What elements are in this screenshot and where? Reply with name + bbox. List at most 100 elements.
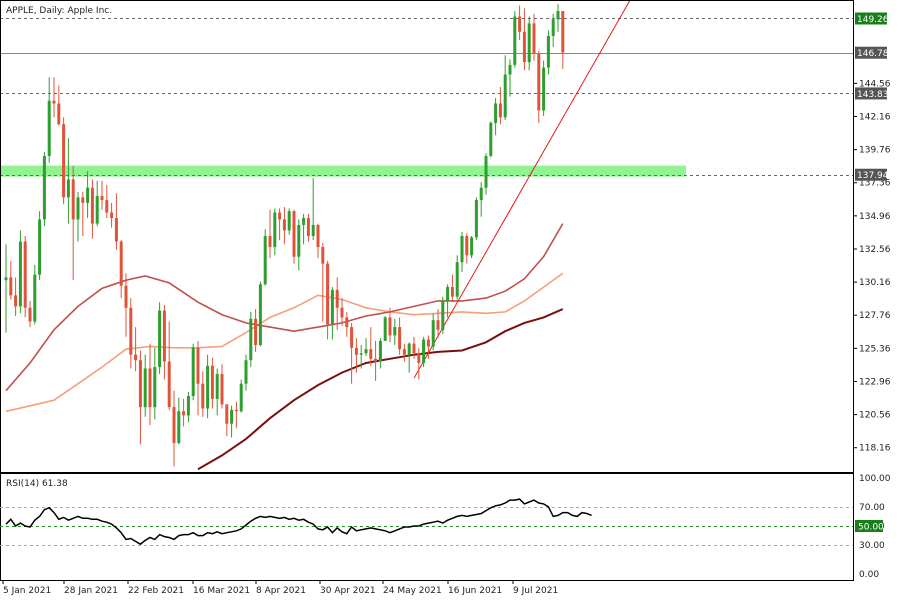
candle (407, 342, 411, 373)
candle (383, 316, 387, 341)
candle-body (292, 211, 296, 257)
candle-body (76, 197, 80, 220)
candle-body (148, 368, 152, 408)
candle-body (273, 212, 277, 248)
price-pane-frame (0, 0, 854, 473)
candle (143, 354, 147, 417)
candle-body (302, 218, 306, 225)
candle (393, 318, 397, 346)
candle (258, 281, 262, 347)
candle (498, 86, 502, 125)
candle (9, 260, 13, 300)
candle (186, 391, 190, 423)
candle-body (9, 277, 13, 296)
candle-body (167, 361, 171, 408)
candle-body (23, 241, 27, 308)
candle-body (340, 307, 344, 318)
candle-body (398, 327, 402, 350)
candle (388, 307, 392, 343)
candle (62, 117, 66, 205)
candle (234, 401, 238, 428)
candle-body (210, 365, 214, 399)
candle (302, 213, 306, 245)
candle-body (494, 103, 498, 123)
candle-body (537, 53, 541, 111)
candle-body (412, 343, 416, 354)
time-tick-label: 9 Jul 2021 (513, 586, 558, 596)
candle-body (350, 327, 354, 348)
price-tag: 149.26 (855, 12, 889, 25)
candle (134, 327, 138, 372)
candle (282, 207, 286, 245)
price-pane: APPLE, Daily: Apple Inc. (0, 0, 854, 473)
candle-body (66, 179, 70, 198)
candle (201, 371, 205, 417)
candle-body (407, 343, 411, 355)
candle-body (378, 340, 382, 362)
candle (182, 398, 186, 427)
price-pane-background (0, 0, 853, 472)
candle-body (225, 404, 229, 424)
candle (306, 213, 310, 242)
candle (138, 350, 142, 445)
candle-body (182, 411, 186, 416)
candle (292, 209, 296, 264)
candle (110, 202, 114, 228)
candle-body (38, 219, 42, 275)
candle (268, 209, 272, 259)
price-tick-label: 130.16 (859, 278, 891, 288)
candle (119, 240, 123, 299)
price-tick-label: 125.36 (859, 344, 891, 354)
price-tag: 137.94 (855, 168, 889, 181)
candle (455, 255, 459, 300)
candle-body (311, 224, 315, 236)
candle (374, 340, 378, 381)
candle (460, 231, 464, 272)
trendline-segment (413, 0, 631, 379)
candle-body (57, 103, 61, 125)
candle-body (321, 247, 325, 264)
candle (86, 171, 90, 219)
candle-body (369, 349, 373, 359)
candle-body (393, 327, 397, 336)
candle (446, 284, 450, 318)
time-tick-label: 28 Jan 2021 (64, 586, 118, 596)
candle (278, 208, 282, 241)
rsi-label: RSI(14) 61.38 (6, 479, 68, 489)
candle-body (287, 211, 291, 231)
candle-body (306, 218, 310, 236)
candle-body (470, 237, 474, 256)
candle (441, 296, 445, 334)
candle (484, 153, 488, 195)
price-tick-label: 122.96 (859, 377, 891, 387)
ma-slow-line (197, 308, 564, 471)
candle (426, 335, 430, 359)
candle (81, 191, 85, 236)
candle (162, 305, 166, 380)
candle-body (326, 263, 330, 325)
candle (345, 311, 349, 337)
candle (527, 16, 531, 71)
candle (71, 165, 75, 281)
chart-title: APPLE, Daily: Apple Inc. (6, 6, 112, 16)
price-tick-label: 144.56 (859, 79, 891, 89)
candle (263, 229, 267, 286)
candle-body (81, 197, 85, 203)
rsi-tick-label: 30.00 (859, 541, 885, 551)
candle (172, 390, 176, 467)
candle-body (522, 31, 526, 63)
candle (239, 379, 243, 413)
candle (167, 321, 171, 410)
candle-body (422, 339, 426, 363)
price-tag-label: 146.78 (857, 49, 889, 59)
candle-body (162, 310, 166, 362)
candle (378, 338, 382, 369)
candle (522, 8, 526, 71)
price-tick-label: 134.96 (859, 212, 891, 222)
candle (479, 182, 483, 217)
candle-body (268, 236, 272, 248)
trendline (413, 0, 631, 379)
candle-body (244, 360, 248, 384)
candle-body (484, 155, 488, 188)
